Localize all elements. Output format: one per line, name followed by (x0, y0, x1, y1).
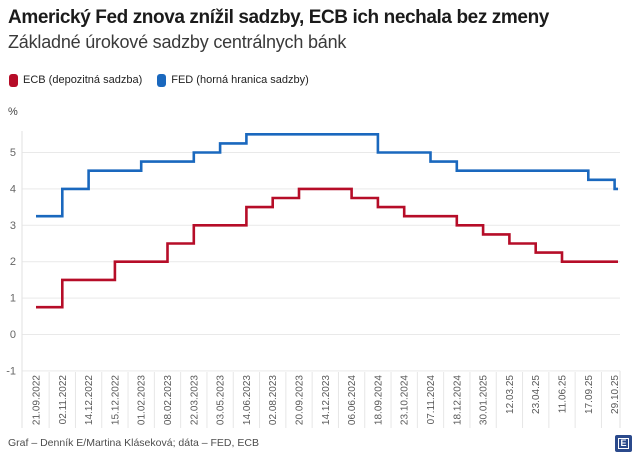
x-tick-label: 18.09.2024 (373, 375, 384, 425)
y-tick-label: 4 (10, 183, 16, 195)
legend: ECB (depozitná sadzba) FED (horná hranic… (9, 74, 309, 87)
legend-item-ecb: ECB (depozitná sadzba) (9, 74, 142, 87)
x-tick-label: 01.02.2023 (137, 375, 148, 425)
x-tick-label: 14.12.2023 (321, 375, 332, 425)
x-tick-label: 20.09.2023 (295, 375, 306, 425)
x-tick-label: 14.06.2023 (242, 375, 253, 425)
x-tick-label: 11.06.25 (558, 375, 569, 414)
page-subtitle: Základné úrokové sadzby centrálnych bánk (8, 32, 347, 52)
logo-frame (618, 437, 629, 449)
logo-letter: E (620, 437, 627, 448)
legend-item-fed: FED (horná hranica sadzby) (157, 74, 309, 87)
ecb-swatch-icon (9, 74, 18, 87)
x-tick-label: 18.12.2024 (452, 375, 463, 425)
rate-chart: -1 0 1 2 3 4 5% 21.09.2022 02.11.2022 14.12.2022 1… (6, 106, 621, 428)
x-tick-label: 21.09.2022 (32, 375, 43, 425)
x-tick-label: 06.06.2024 (347, 375, 358, 425)
x-tick-label: 23.04.25 (531, 375, 542, 414)
y-axis-unit-label: % (8, 106, 18, 118)
y-tick-label: 0 (10, 329, 16, 341)
x-tick-label: 02.11.2022 (58, 375, 69, 425)
x-tick-label: 17.09.25 (584, 375, 595, 414)
fed-line (36, 133, 618, 218)
x-tick-label: 02.08.2023 (268, 375, 279, 425)
x-tick-label: 12.03.25 (505, 375, 516, 414)
y-tick-label: 3 (10, 220, 16, 232)
dennik-e-logo-icon: E (615, 434, 632, 452)
x-tick-label: 23.10.2024 (400, 375, 411, 425)
footer: Graf – Denník E/Martina Kláseková; dáta … (8, 433, 632, 453)
header: Americký Fed znova znížil sadzby, ECB ic… (8, 6, 632, 54)
legend-label-ecb: ECB (depozitná sadzba) (23, 74, 143, 86)
x-tick-label: 08.02.2023 (163, 375, 174, 425)
ecb-line (36, 187, 618, 309)
page-title: Americký Fed znova znížil sadzby, ECB ic… (8, 7, 549, 28)
fed-swatch-icon (157, 74, 167, 87)
x-tick-label: 22.03.2023 (189, 375, 200, 425)
x-tick-label: 14.12.2022 (84, 375, 95, 425)
y-tick-label: -1 (6, 365, 16, 377)
y-tick-label: 5 (10, 147, 16, 159)
x-tick-label: 29.10.25 (610, 375, 621, 414)
legend-label-fed: FED (horná hranica sadzby) (171, 74, 309, 86)
x-tick-label: 30.01.2025 (479, 375, 490, 425)
credit-text: Graf – Denník E/Martina Kláseková; dáta … (8, 437, 259, 449)
x-tick-label: 03.05.2023 (216, 375, 227, 425)
y-tick-label: 1 (10, 293, 16, 305)
y-tick-label: 2 (10, 256, 16, 268)
x-tick-label: 15.12.2022 (110, 375, 121, 425)
x-tick-label: 07.11.2024 (426, 375, 437, 425)
